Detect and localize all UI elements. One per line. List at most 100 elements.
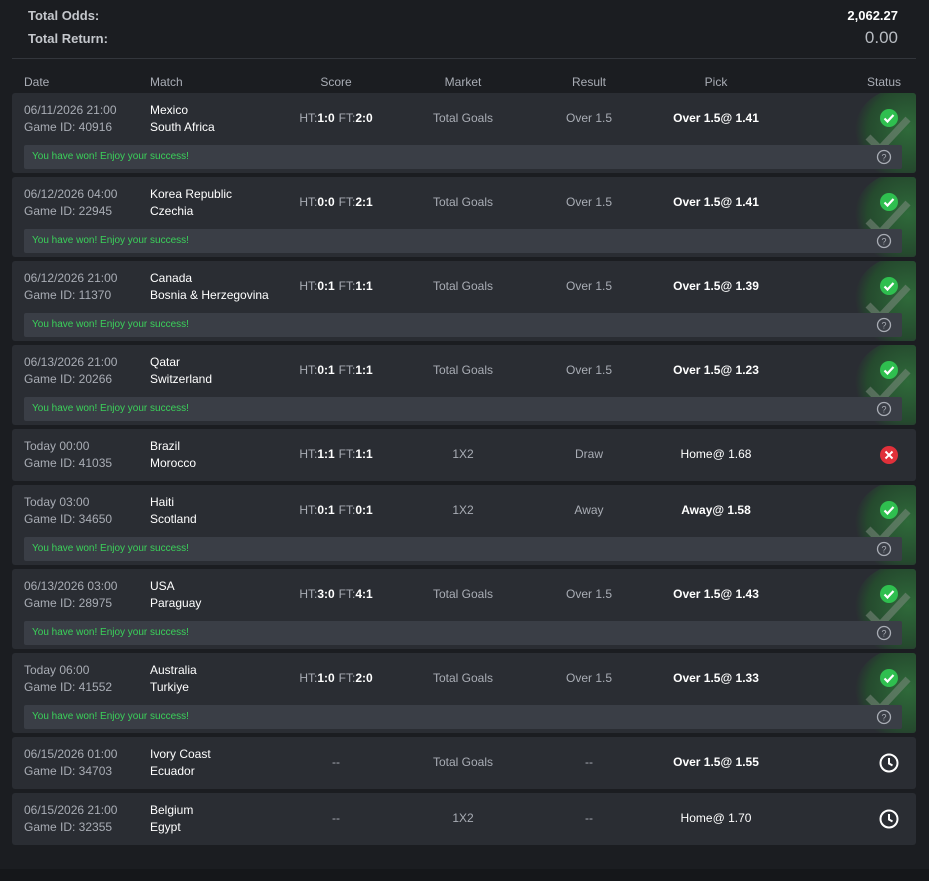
game-id: Game ID: 40916 [24, 120, 113, 134]
win-message: You have won! Enjoy your success! [32, 543, 189, 554]
check-icon [880, 361, 898, 379]
bet-row: 06/12/2026 21:00 Game ID: 11370 Canada Bosn… [12, 261, 916, 341]
ft-score: 4:1 [355, 587, 373, 601]
question-icon: ? [876, 709, 892, 725]
won-icon [879, 500, 899, 524]
ht-label: HT: [299, 363, 318, 377]
pick: Home@ 1.70 [680, 811, 752, 825]
bet-row: 06/15/2026 01:00 Game ID: 34703 Ivory Coas… [12, 737, 916, 789]
svg-text:?: ? [881, 629, 886, 639]
away-team: Bosnia & Herzegovina [150, 288, 269, 302]
svg-text:?: ? [881, 153, 886, 163]
ft-score: 1:1 [355, 279, 373, 293]
win-message-bar: You have won! Enjoy your success!? [24, 705, 902, 729]
pick: Over 1.5@ 1.41 [673, 111, 759, 125]
win-message-bar: You have won! Enjoy your success!? [24, 313, 902, 337]
check-icon [880, 669, 898, 687]
ht-label: HT: [299, 671, 318, 685]
score: -- [332, 810, 340, 826]
bet-row: Today 03:00 Game ID: 34650 Haiti Scotland HT… [12, 485, 916, 565]
total-return: 0.00 [864, 28, 898, 47]
won-icon [879, 584, 899, 608]
score: HT:3:0 FT:4:1 [299, 586, 372, 602]
svg-text:?: ? [881, 237, 886, 247]
home-team: Korea Republic [150, 187, 233, 201]
game-id: Game ID: 34703 [24, 764, 113, 778]
ft-score: 0:1 [355, 503, 373, 517]
result: Over 1.5 [565, 671, 613, 685]
help-icon: ? [876, 541, 892, 561]
win-message: You have won! Enjoy your success! [32, 627, 189, 638]
total-odds: 2,062.27 [847, 8, 898, 23]
date: 06/13/2026 21:00 [24, 355, 118, 369]
lost-icon [879, 445, 899, 469]
ft-label: FT: [338, 363, 356, 377]
help-icon: ? [876, 709, 892, 729]
score: HT:0:1 FT:1:1 [299, 362, 372, 378]
result: Over 1.5 [565, 587, 613, 601]
ft-label: FT: [338, 587, 356, 601]
won-icon [879, 668, 899, 692]
ft-label: FT: [338, 503, 356, 517]
pick: Away@ 1.58 [681, 503, 751, 517]
score-text: -- [332, 811, 340, 825]
result: Over 1.5 [565, 279, 613, 293]
home-team: Australia [150, 663, 197, 677]
market: 1X2 [452, 811, 474, 825]
ht-label: HT: [299, 447, 318, 461]
market: Total Goals [432, 279, 494, 293]
ht-label: HT: [299, 503, 318, 517]
pick: Home@ 1.68 [680, 447, 752, 461]
ft-score: 2:0 [355, 111, 373, 125]
score: HT:0:0 FT:2:1 [299, 194, 372, 210]
ht-score: 0:1 [317, 363, 335, 377]
ft-label: FT: [338, 279, 356, 293]
ft-label: FT: [338, 195, 356, 209]
bet-row: 06/13/2026 21:00 Game ID: 20266 Qatar Switz… [12, 345, 916, 425]
result: -- [585, 811, 593, 825]
date: 06/15/2026 01:00 [24, 747, 118, 761]
market: Total Goals [432, 363, 494, 377]
market: Total Goals [432, 671, 494, 685]
ht-score: 1:1 [317, 447, 335, 461]
game-id: Game ID: 34650 [24, 512, 113, 526]
pick: Over 1.5@ 1.55 [673, 755, 759, 769]
clock-icon [879, 809, 899, 829]
win-message-bar: You have won! Enjoy your success!? [24, 621, 902, 645]
game-id: Game ID: 41552 [24, 680, 113, 694]
divider [12, 58, 916, 59]
home-team: Brazil [150, 439, 181, 453]
ht-label: HT: [299, 111, 318, 125]
question-icon: ? [876, 401, 892, 417]
game-id: Game ID: 41035 [24, 456, 113, 470]
date: Today 06:00 [24, 663, 90, 677]
date: 06/13/2026 03:00 [24, 579, 118, 593]
score: HT:1:1 FT:1:1 [299, 446, 372, 462]
score: -- [332, 754, 340, 770]
pending-icon [879, 753, 899, 777]
question-icon: ? [876, 149, 892, 165]
question-icon: ? [876, 233, 892, 249]
bet-row: 06/13/2026 03:00 Game ID: 28975 USA Paragua… [12, 569, 916, 649]
ft-label: FT: [338, 671, 356, 685]
score: HT:0:1 FT:0:1 [299, 502, 372, 518]
win-message: You have won! Enjoy your success! [32, 711, 189, 722]
check-icon [880, 501, 898, 519]
date: 06/12/2026 21:00 [24, 271, 118, 285]
away-team: South Africa [150, 120, 215, 134]
ft-score: 1:1 [355, 363, 373, 377]
game-id: Game ID: 32355 [24, 820, 113, 834]
ht-label: HT: [299, 279, 318, 293]
check-icon [880, 109, 898, 127]
win-message-bar: You have won! Enjoy your success!? [24, 145, 902, 169]
svg-text:?: ? [881, 321, 886, 331]
away-team: Morocco [150, 456, 197, 470]
score: HT:1:0 FT:2:0 [299, 110, 372, 126]
result: -- [585, 755, 593, 769]
win-message: You have won! Enjoy your success! [32, 235, 189, 246]
game-id: Game ID: 22945 [24, 204, 113, 218]
ft-score: 2:0 [355, 671, 373, 685]
svg-text:?: ? [881, 713, 886, 723]
pick: Over 1.5@ 1.43 [673, 587, 759, 601]
bet-row: 06/15/2026 21:00 Game ID: 32355 Belgium Egy… [12, 793, 916, 845]
